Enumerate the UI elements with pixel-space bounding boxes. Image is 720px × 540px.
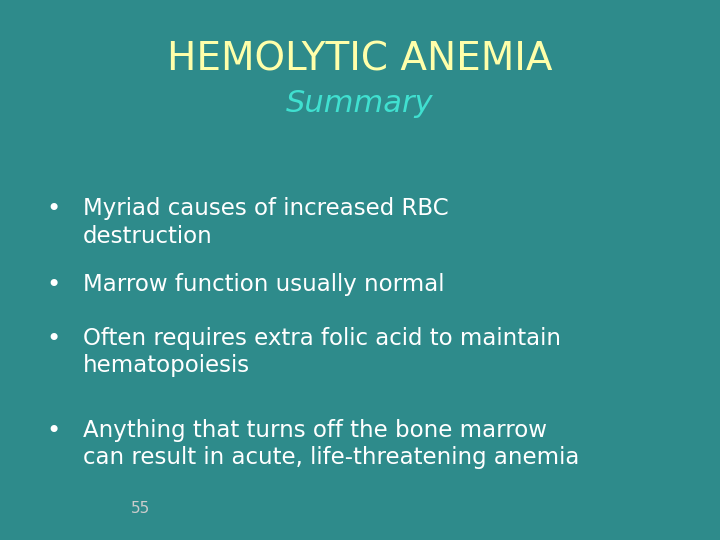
Text: •: • bbox=[47, 418, 61, 442]
Text: Marrow function usually normal: Marrow function usually normal bbox=[83, 273, 444, 296]
Text: HEMOLYTIC ANEMIA: HEMOLYTIC ANEMIA bbox=[167, 40, 553, 78]
Text: •: • bbox=[47, 273, 61, 296]
Text: Often requires extra folic acid to maintain
hematopoiesis: Often requires extra folic acid to maint… bbox=[83, 327, 561, 377]
Text: Anything that turns off the bone marrow
can result in acute, life-threatening an: Anything that turns off the bone marrow … bbox=[83, 418, 579, 469]
Text: •: • bbox=[47, 327, 61, 350]
Text: Myriad causes of increased RBC
destruction: Myriad causes of increased RBC destructi… bbox=[83, 197, 449, 248]
Text: •: • bbox=[47, 197, 61, 221]
Text: Summary: Summary bbox=[287, 89, 433, 118]
Text: 55: 55 bbox=[131, 501, 150, 516]
